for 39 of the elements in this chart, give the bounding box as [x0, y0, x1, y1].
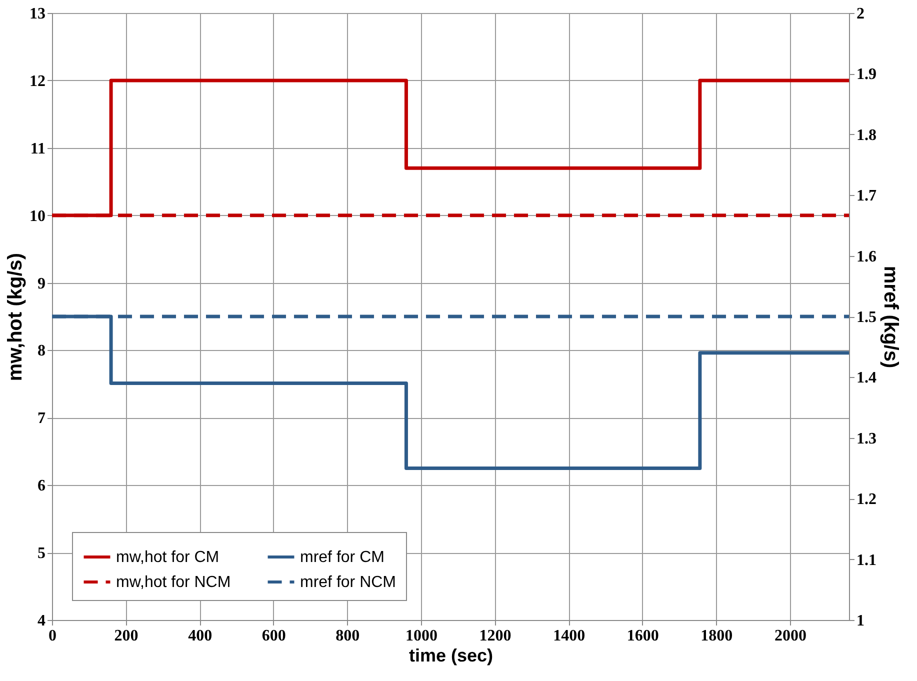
y2-tick-label: 1.5 — [856, 309, 876, 326]
y2-tick-label: 1.7 — [856, 188, 876, 205]
x-tick-label: 800 — [336, 628, 360, 644]
legend-label: mw,hot for CM — [116, 549, 220, 566]
y2-axis-title: mref (kg/s) — [880, 266, 902, 368]
y2-tick-label: 1.9 — [856, 66, 876, 84]
y2-tick-label: 1.3 — [856, 430, 876, 448]
x-axis-title: time (sec) — [408, 646, 494, 666]
x-tick-label: 1800 — [700, 628, 733, 644]
x-tick-label: 1200 — [479, 628, 512, 644]
x-tick-label: 1000 — [405, 628, 438, 644]
x-tick-label: 600 — [262, 628, 286, 644]
y-tick-label: 8 — [38, 342, 46, 360]
y-tick-label: 7 — [38, 410, 46, 428]
x-tick-label: 200 — [114, 628, 138, 644]
x-tick-label: 0 — [48, 628, 56, 644]
x-tick-label: 2000 — [774, 628, 806, 644]
legend-label: mref for CM — [300, 549, 384, 566]
y-tick-label: 4 — [38, 612, 46, 630]
y-tick-label: 5 — [38, 545, 46, 562]
y2-tick-label: 1.8 — [856, 126, 876, 144]
y-axis-title: mw,hot (kg/s) — [4, 252, 26, 382]
y-tick-label: 13 — [30, 6, 46, 22]
x-tick-label: 1600 — [626, 628, 659, 644]
y2-tick-label: 1.4 — [856, 370, 876, 387]
y2-tick-label: 2 — [856, 6, 864, 22]
y2-tick-label: 1.6 — [856, 248, 876, 266]
legend-label: mw,hot for NCM — [116, 574, 231, 591]
y-tick-label: 12 — [30, 72, 46, 90]
legend-label: mref for NCM — [300, 574, 396, 591]
y-tick-label: 10 — [30, 208, 46, 225]
y2-tick-label: 1.2 — [856, 491, 876, 508]
y-tick-label: 9 — [38, 275, 46, 292]
y-tick-label: 11 — [30, 140, 46, 158]
y-tick-label: 6 — [38, 478, 46, 495]
x-tick-label: 1400 — [553, 628, 586, 644]
y2-tick-label: 1.1 — [856, 552, 876, 569]
y2-tick-label: 1 — [856, 612, 864, 630]
x-tick-label: 400 — [188, 628, 212, 644]
